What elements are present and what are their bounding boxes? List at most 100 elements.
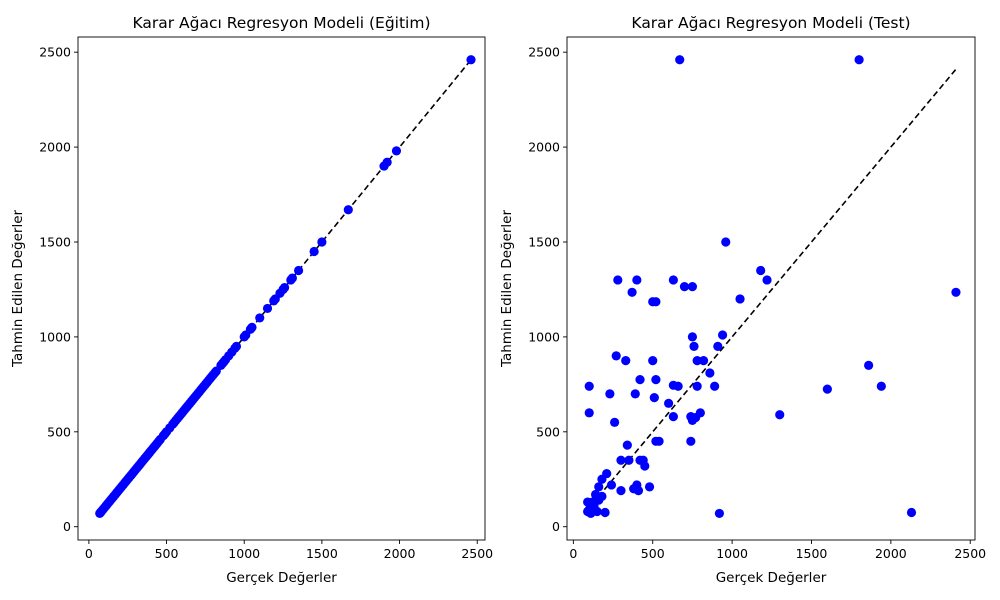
reference-line (585, 68, 957, 513)
x-tick-label: 1500 (796, 546, 828, 561)
data-point (906, 507, 917, 518)
data-point (262, 303, 273, 314)
x-axis-label: Gerçek Değerler (716, 570, 827, 586)
data-point (293, 265, 304, 276)
data-point (668, 275, 678, 285)
x-tick-label: 2000 (875, 546, 907, 561)
y-axis-ticks: 0 500 1000 1500 2000 2500 (528, 45, 567, 534)
data-points (95, 55, 476, 519)
y-tick-label: 2500 (528, 45, 560, 60)
data-point (594, 482, 604, 492)
data-point (391, 146, 402, 156)
y-tick-label: 500 (47, 424, 71, 439)
data-point (597, 474, 607, 484)
data-point (651, 375, 661, 385)
data-point (951, 287, 961, 297)
data-point (717, 330, 728, 340)
data-point (686, 436, 696, 446)
data-point (317, 237, 327, 247)
data-point (630, 389, 640, 399)
test-scatter-chart: Karar Ağacı Regresyon Modeli (Test) Gerç… (499, 14, 986, 586)
x-axis-ticks: 0 500 1000 1500 2000 2500 (85, 540, 493, 561)
data-point (592, 506, 602, 517)
data-point (692, 381, 702, 391)
data-point (613, 275, 623, 285)
data-point (611, 351, 621, 361)
x-axis-ticks: 0 500 1000 1500 2000 2500 (569, 540, 986, 561)
data-point (654, 436, 664, 446)
data-point (616, 455, 626, 465)
data-point (466, 55, 476, 65)
data-point (648, 356, 658, 366)
x-tick-label: 2500 (954, 546, 986, 561)
data-point (698, 356, 709, 366)
data-point (600, 507, 610, 518)
x-tick-label: 1000 (716, 546, 748, 561)
data-point (679, 282, 690, 292)
data-point (627, 287, 637, 297)
x-tick-label: 0 (569, 546, 577, 561)
data-point (343, 205, 353, 215)
data-point (610, 417, 620, 427)
x-tick-label: 500 (641, 546, 665, 561)
y-axis-label: Tahmin Edilen Değerler (10, 210, 26, 369)
data-point (651, 297, 661, 307)
y-axis-label: Tahmin Edilen Değerler (499, 210, 515, 369)
data-point (714, 508, 725, 519)
y-tick-label: 1500 (39, 234, 71, 249)
data-point (687, 332, 698, 342)
data-point (705, 368, 715, 378)
data-point (633, 486, 644, 496)
data-point (247, 322, 257, 333)
data-point (606, 480, 617, 490)
chart-title: Karar Ağacı Regresyon Modeli (Eğitim) (132, 14, 430, 32)
data-point (876, 381, 886, 391)
data-point (687, 282, 698, 292)
data-point (721, 237, 731, 247)
y-axis-ticks: 0 500 1000 1500 2000 2500 (39, 45, 78, 534)
data-point (692, 356, 702, 366)
x-tick-label: 500 (155, 546, 179, 561)
data-point (382, 157, 392, 167)
data-point (673, 381, 683, 391)
data-point (287, 273, 297, 283)
y-tick-label: 2500 (39, 45, 71, 60)
data-point (597, 491, 607, 501)
data-point (584, 408, 594, 418)
data-point (635, 455, 645, 465)
x-tick-label: 0 (85, 546, 93, 561)
y-tick-label: 1000 (528, 329, 560, 344)
data-point (583, 497, 593, 507)
data-point (822, 384, 832, 394)
x-tick-label: 2000 (384, 546, 416, 561)
data-point (735, 294, 745, 304)
chart-title: Karar Ağacı Regresyon Modeli (Test) (631, 14, 910, 32)
data-point (713, 341, 723, 351)
data-point (690, 412, 701, 423)
x-axis-label: Gerçek Değerler (226, 570, 337, 586)
data-point (632, 275, 642, 285)
y-tick-label: 0 (552, 519, 560, 534)
y-tick-label: 1000 (39, 329, 71, 344)
data-point (689, 341, 699, 351)
y-tick-label: 2000 (39, 140, 71, 155)
y-tick-label: 0 (63, 519, 71, 534)
data-points (583, 55, 961, 519)
plot-frame (566, 36, 976, 541)
data-point (864, 360, 874, 370)
data-point (280, 282, 290, 293)
data-point (664, 398, 674, 408)
x-tick-label: 1500 (306, 546, 338, 561)
data-point (309, 246, 319, 257)
data-point (756, 265, 766, 276)
y-tick-label: 500 (536, 424, 560, 439)
data-point (668, 412, 678, 422)
data-point (762, 275, 772, 285)
data-point (624, 455, 634, 465)
training-scatter-chart: Karar Ağacı Regresyon Modeli (Eğitim) Ge… (10, 14, 493, 586)
data-point (635, 375, 645, 385)
data-point (621, 356, 631, 366)
data-point (231, 341, 242, 351)
data-point (622, 440, 632, 450)
